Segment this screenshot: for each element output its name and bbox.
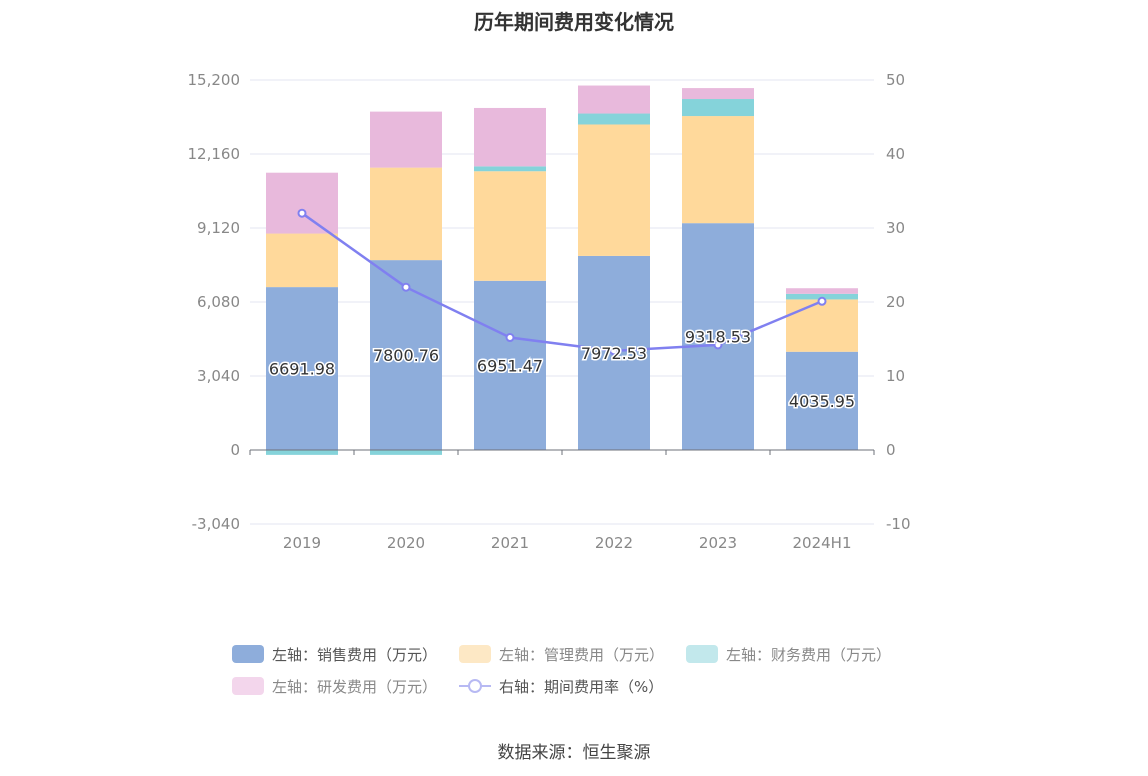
sales-value-label: 7800.76 [373,346,439,365]
left-axis: -3,040 0 3,040 6,080 9,120 12,160 15,200 [188,71,241,533]
x-tick-label: 2024H1 [793,534,852,552]
bar [474,280,546,450]
x-tick-label: 2022 [595,534,633,552]
bar [370,111,442,168]
sales-value-label: 9318.53 [685,328,751,347]
legend: 左轴：销售费用（万元） 左轴：管理费用（万元） 左轴：财务费用（万元） 左轴：研… [232,638,932,702]
bar [682,223,754,450]
bar [682,88,754,100]
bar [578,124,650,256]
right-tick-label: 0 [886,441,896,459]
bar [266,287,338,450]
x-tick-label: 2021 [491,534,529,552]
right-tick-label: 10 [886,367,905,385]
legend-label-rnd: 左轴：研发费用（万元） [272,677,438,696]
legend-item-expense-rate[interactable]: 右轴：期间费用率（%） [459,676,663,697]
legend-item-finance[interactable]: 左轴：财务费用（万元） [686,644,891,665]
expense-rate-point [609,346,619,356]
bar [682,99,754,117]
right-tick-label: -10 [886,515,911,533]
left-tick-label: -3,040 [192,515,240,533]
bar [786,299,858,352]
chart-title: 历年期间费用变化情况 [474,10,674,34]
left-tick-label: 12,160 [188,145,241,163]
right-axis: -10 0 10 20 30 40 50 [886,71,911,533]
legend-item-rnd[interactable]: 左轴：研发费用（万元） [232,676,437,697]
legend-swatch-finance [686,645,719,663]
sales-value-label: 4035.95 [789,392,855,411]
bar [474,166,546,172]
legend-label-finance: 左轴：财务费用（万元） [726,645,892,664]
bar [474,107,546,167]
legend-item-admin[interactable]: 左轴：管理费用（万元） [459,644,664,665]
right-tick-label: 20 [886,293,905,311]
bar [578,85,650,114]
left-tick-label: 9,120 [197,219,240,237]
legend-item-sales[interactable]: 左轴：销售费用（万元） [232,644,437,665]
left-tick-label: 0 [230,441,240,459]
bar [266,233,338,288]
sales-value-label: 7972.53 [581,344,647,363]
expense-rate-point [505,333,515,343]
left-tick-label: 3,040 [197,367,240,385]
grid-lines [250,79,874,525]
bar [682,116,754,224]
line-series [297,208,827,356]
legend-label-expense-rate: 右轴：期间费用率（%） [499,677,664,696]
data-source: 数据来源：恒生聚源 [497,743,651,763]
bar [266,172,338,234]
bar [786,293,858,300]
x-axis: 2019 2020 2021 2022 2023 2024H1 [249,449,875,552]
bar [370,450,442,455]
expense-rate-point [713,340,723,350]
right-tick-label: 40 [886,145,905,163]
bar-series [266,85,858,455]
x-tick-label: 2019 [283,534,321,552]
data-labels: 6691.98 7800.76 6951.47 7972.53 9318.53 4035.… [267,326,856,412]
sales-value-label: 6691.98 [269,360,335,379]
sales-value-label: 6951.47 [477,356,543,375]
expense-rate-point [297,208,307,218]
right-tick-label: 30 [886,219,905,237]
x-tick-label: 2023 [699,534,737,552]
x-tick-label: 2020 [387,534,425,552]
legend-label-admin: 左轴：管理费用（万元） [499,645,665,664]
expense-rate-line [301,212,823,353]
bar [578,113,650,125]
left-tick-label: 15,200 [188,71,241,89]
bar [370,167,442,261]
bar [474,171,546,281]
expense-rate-point [401,282,411,292]
bar [370,260,442,450]
legend-swatch-rnd [232,677,264,695]
bar [786,288,858,294]
left-tick-label: 6,080 [197,293,240,311]
legend-label-sales: 左轴：销售费用（万元） [272,645,438,664]
bar [266,450,338,455]
bar [786,351,858,450]
chart-plot: -3,040 0 3,040 6,080 9,120 12,160 15,200 -10 0 1… [188,71,911,552]
expense-rate-point [817,296,827,306]
right-tick-label: 50 [886,71,905,89]
legend-swatch-expense-rate [459,677,492,695]
legend-swatch-admin [459,645,492,663]
legend-swatch-sales [232,645,264,663]
